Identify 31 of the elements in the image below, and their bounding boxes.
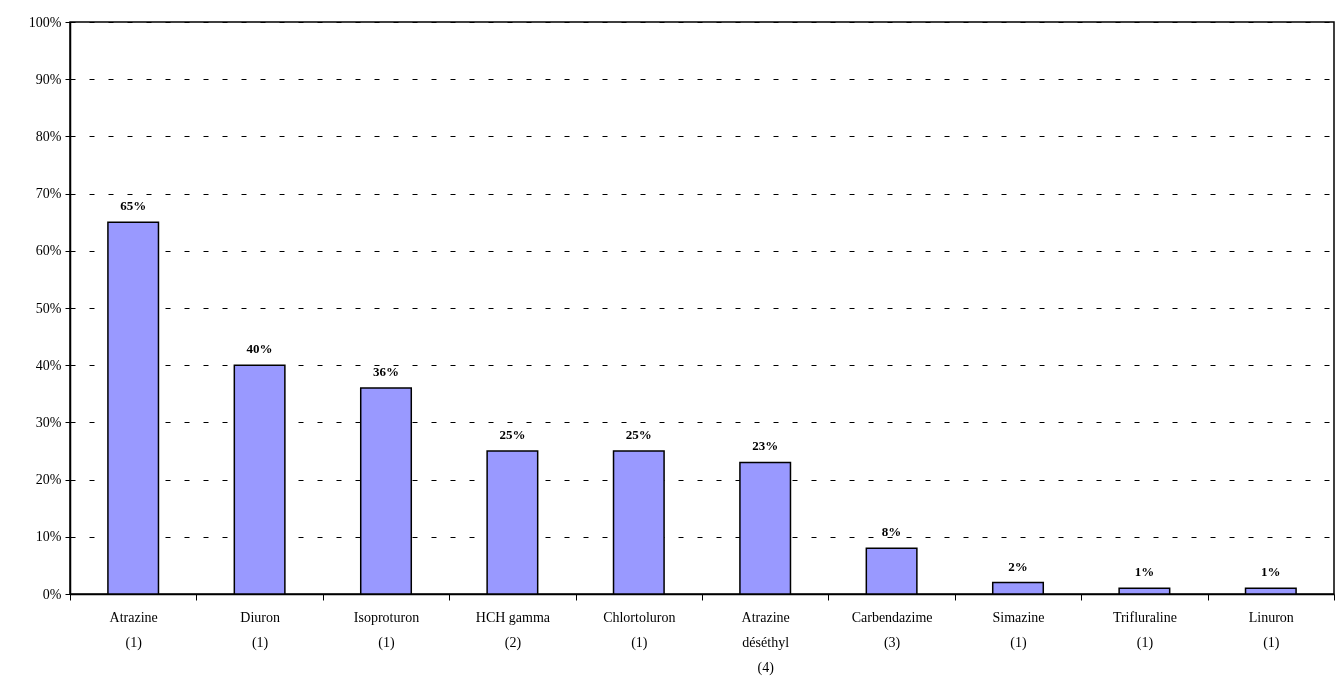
data-label: 40% <box>246 341 273 357</box>
data-label: 1% <box>1134 564 1155 580</box>
x-tick-label: Atrazine (1) <box>109 609 158 651</box>
x-tick-label: Diuron (1) <box>240 609 280 651</box>
y-tick-label: 70% <box>35 186 62 202</box>
y-tick-label: 60% <box>35 243 62 259</box>
data-label: 23% <box>752 438 779 454</box>
y-tick-label: 80% <box>35 128 62 144</box>
x-tick-label: Linuron (1) <box>1248 609 1294 651</box>
y-tick-label: 20% <box>35 472 62 488</box>
x-tick-label: Carbendazime (3) <box>851 609 933 651</box>
data-label: 1% <box>1261 564 1281 580</box>
x-tick-label: Atrazine déséthyl (4) <box>741 609 790 676</box>
y-tick-label: 40% <box>35 357 62 373</box>
x-tick-label: Simazine (1) <box>992 609 1045 651</box>
data-label: 25% <box>625 427 652 442</box>
y-tick-label: 0% <box>42 586 62 602</box>
data-label: 36% <box>373 364 399 380</box>
y-tick-label: 10% <box>35 529 62 545</box>
data-label: 2% <box>1008 558 1028 574</box>
x-tick-label: Isoproturon (1) <box>353 609 420 651</box>
y-tick-label: 30% <box>35 414 62 430</box>
y-tick-label: 50% <box>35 300 62 316</box>
x-tick-label: Chlortoluron (1) <box>603 609 676 651</box>
x-tick-label: Trifluraline (1) <box>1112 609 1177 651</box>
y-tick-label: 90% <box>35 71 62 87</box>
x-tick-label: HCH gamma (2) <box>475 609 551 651</box>
y-tick-label: 100% <box>28 14 62 30</box>
data-label: 25% <box>499 427 526 442</box>
data-label: 8% <box>881 524 902 540</box>
data-label: 65% <box>120 198 147 214</box>
